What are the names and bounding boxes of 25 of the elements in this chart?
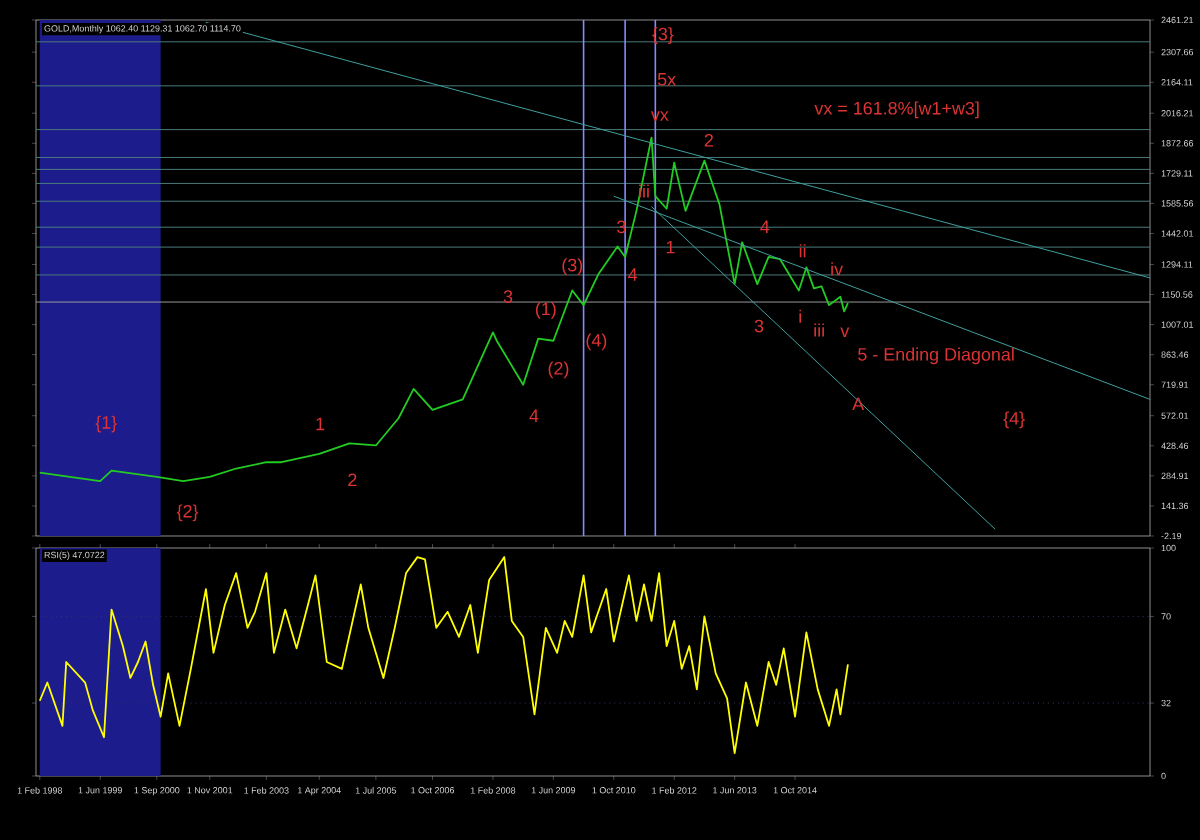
annotation: 4 — [529, 409, 539, 422]
annotation: A — [852, 397, 865, 411]
annotation: 1 — [666, 240, 675, 254]
annotation: i — [799, 309, 802, 323]
annotation: 5x — [657, 73, 676, 86]
annotation: {2} — [176, 504, 199, 522]
annotation: 3 — [503, 290, 513, 303]
annotation: (3) — [562, 258, 583, 275]
annotation: {1} — [95, 415, 117, 433]
annotation: iii — [814, 323, 824, 337]
annotation: 3 — [754, 319, 764, 333]
annotation: (1) — [535, 302, 556, 319]
annotation: (2) — [548, 361, 569, 379]
annotation: 2 — [704, 133, 713, 147]
annotation: 1 — [316, 417, 325, 431]
annotation: vx = 161.8%[w1+w3] — [814, 101, 979, 119]
annotation: 5 - Ending Diagonal — [858, 347, 1014, 365]
annotation: 4 — [760, 220, 770, 233]
annotation: (4) — [586, 333, 607, 351]
annotation: 2 — [348, 473, 357, 487]
annotation: 4 — [628, 268, 638, 281]
annotation: v — [840, 327, 850, 337]
annotation: {4} — [1003, 411, 1025, 429]
annotation: iv — [831, 262, 843, 276]
annotation: ii — [799, 244, 806, 258]
